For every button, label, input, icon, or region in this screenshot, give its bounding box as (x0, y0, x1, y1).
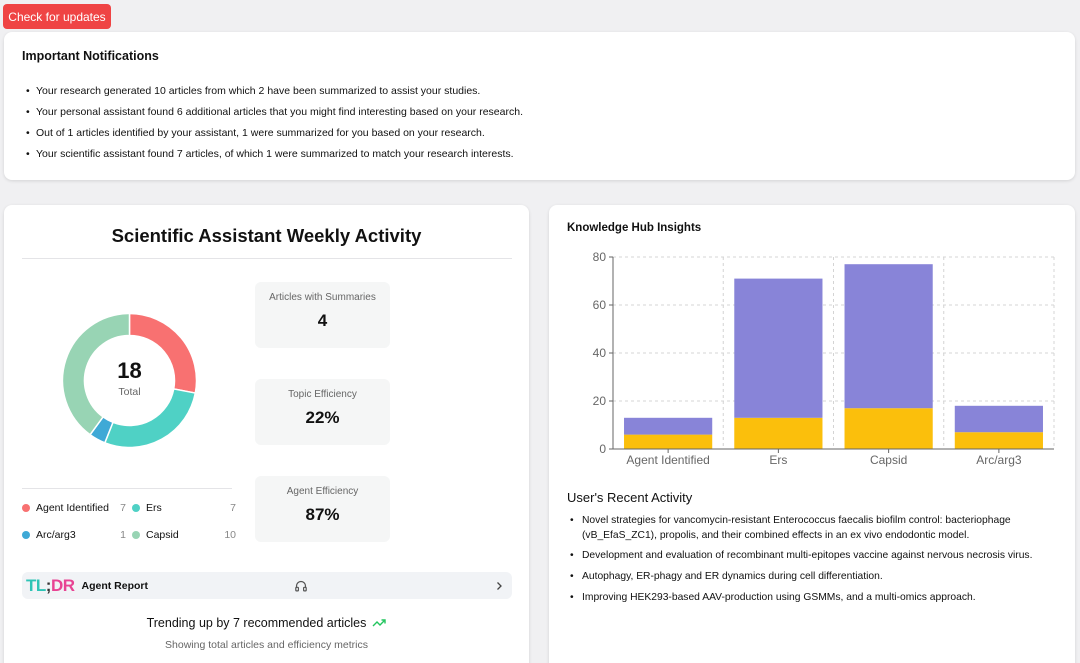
legend-label: Agent Identified (36, 502, 109, 514)
donut-total-label: Total (118, 386, 141, 398)
trend-subtitle: Showing total articles and efficiency me… (165, 639, 368, 651)
x-tick-label: Capsid (870, 453, 907, 467)
stat-agent-efficiency: Agent Efficiency 87% (255, 476, 390, 542)
donut-center: 18 Total (57, 358, 202, 398)
notifications-card: Important Notifications Your research ge… (4, 32, 1075, 180)
y-tick-label: 20 (593, 394, 607, 408)
notification-item: Your scientific assistant found 7 articl… (22, 144, 1057, 165)
legend-divider (22, 488, 232, 489)
trending-up-icon (372, 619, 387, 627)
bar-segment (624, 417, 713, 435)
legend-value: 7 (120, 502, 126, 514)
x-tick-label: Arc/arg3 (976, 453, 1022, 467)
stat-label: Topic Efficiency (288, 389, 357, 400)
bar-segment (844, 264, 933, 409)
stat-value: 22% (305, 408, 340, 427)
legend-item-ers: Ers 7 (132, 501, 236, 515)
trend-row: Trending up by 7 recommended articles (4, 616, 529, 630)
bar-segment (624, 434, 713, 449)
legend-dot (132, 504, 140, 512)
trend-text: Trending up by 7 recommended articles (146, 616, 367, 630)
bar-chart: Agent Identified Ers Capsid Arc/arg3 0 20 40 60… (593, 250, 1055, 467)
legend-item-agent-identified: Agent Identified 7 (22, 501, 126, 515)
bar-segment (734, 278, 823, 418)
legend-dot (22, 504, 30, 512)
legend-value: 7 (230, 502, 236, 514)
legend-label: Capsid (146, 529, 179, 541)
title-divider (22, 258, 512, 259)
knowledge-hub-title: Knowledge Hub Insights (567, 222, 702, 234)
legend-label: Arc/arg3 (36, 529, 76, 541)
notification-item: Out of 1 articles identified by your ass… (22, 123, 1057, 144)
stat-articles-summaries: Articles with Summaries 4 (255, 282, 390, 348)
stat-label: Agent Efficiency (286, 486, 359, 497)
donut-slice-capsid (61, 312, 131, 436)
recent-activity-title: User's Recent Activity (567, 490, 693, 505)
bar-segment (954, 432, 1043, 449)
activity-item[interactable]: Autophagy, ER-phagy and ER dynamics duri… (567, 570, 1057, 585)
donut-total-value: 18 (117, 358, 142, 383)
weekly-activity-card: Scientific Assistant Weekly Activity 18 … (4, 205, 529, 663)
legend-label: Ers (146, 502, 162, 514)
check-updates-button[interactable]: Check for updates (3, 4, 111, 29)
y-tick-label: 80 (593, 250, 607, 264)
stat-label: Articles with Summaries (269, 292, 376, 303)
x-tick-label: Agent Identified (626, 453, 709, 467)
x-tick-label: Ers (769, 453, 787, 467)
legend-value: 10 (224, 529, 236, 541)
agent-report-bar[interactable]: TL;DR Agent Report (22, 572, 512, 599)
agent-report-label: Agent Report (81, 579, 149, 592)
tldr-logo: TL;DR (26, 575, 75, 595)
headphones-icon[interactable] (294, 579, 308, 593)
bar-segment (844, 408, 933, 449)
notifications-title: Important Notifications (22, 49, 159, 63)
recent-activity-list: Novel strategies for vancomycin-resistan… (567, 514, 1057, 612)
legend-item-capsid: Capsid 10 (132, 528, 236, 542)
y-tick-label: 40 (593, 346, 607, 360)
activity-item[interactable]: Development and evaluation of recombinan… (567, 549, 1057, 564)
chevron-right-icon[interactable] (494, 581, 504, 591)
activity-item[interactable]: Improving HEK293-based AAV-production us… (567, 591, 1057, 606)
legend-dot (22, 531, 30, 539)
legend-value: 1 (120, 529, 126, 541)
knowledge-hub-card: Knowledge Hub Insights Agent Identified E… (549, 205, 1075, 663)
stat-value: 4 (317, 311, 328, 330)
y-tick-label: 0 (599, 442, 606, 456)
notification-item: Your personal assistant found 6 addition… (22, 102, 1057, 123)
bar-segment (954, 405, 1043, 433)
legend-item-arc-arg3: Arc/arg3 1 (22, 528, 126, 542)
notifications-list: Your research generated 10 articles from… (22, 81, 1057, 165)
activity-item[interactable]: Novel strategies for vancomycin-resistan… (567, 514, 1057, 543)
donut-chart (61, 312, 198, 449)
stat-topic-efficiency: Topic Efficiency 22% (255, 379, 390, 445)
weekly-activity-title: Scientific Assistant Weekly Activity (111, 225, 422, 246)
notification-item: Your research generated 10 articles from… (22, 81, 1057, 102)
y-tick-label: 60 (593, 298, 607, 312)
legend-dot (132, 531, 140, 539)
bar-segment (734, 417, 823, 449)
stat-value: 87% (305, 505, 340, 524)
